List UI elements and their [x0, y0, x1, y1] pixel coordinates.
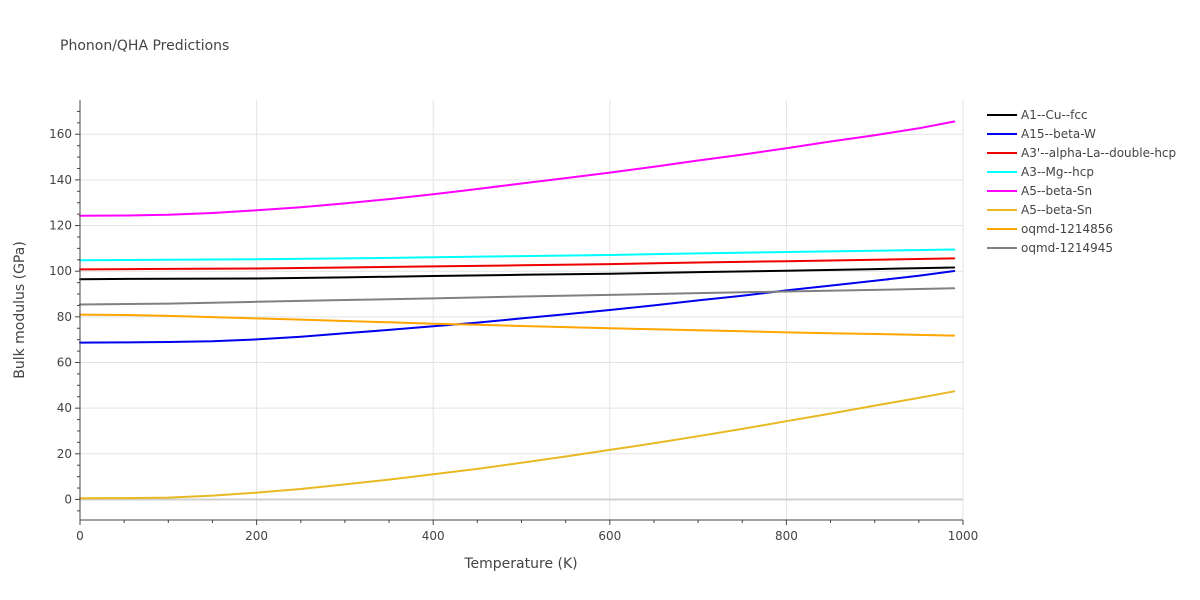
y-tick-label: 40	[57, 401, 72, 415]
y-axis-title: Bulk modulus (GPa)	[12, 241, 28, 379]
series-line-4	[79, 120, 956, 217]
legend-item[interactable]: oqmd-1214856	[987, 222, 1113, 236]
legend-label: oqmd-1214945	[1021, 241, 1113, 255]
series-line-2	[79, 257, 956, 271]
legend-item[interactable]: oqmd-1214945	[987, 241, 1113, 255]
x-tick-label: 600	[598, 529, 621, 543]
legend-item[interactable]: A15--beta-W	[987, 127, 1096, 141]
series-line-7	[79, 287, 956, 306]
legend-item[interactable]: A5--beta-Sn	[987, 203, 1092, 217]
legend-item[interactable]: A1--Cu--fcc	[987, 108, 1088, 122]
legend-label: A5--beta-Sn	[1021, 203, 1092, 217]
x-tick-label: 0	[76, 529, 84, 543]
y-tick-label: 160	[49, 127, 72, 141]
series-lines	[79, 120, 956, 500]
series-line-1	[79, 270, 956, 344]
x-tick-label: 200	[245, 529, 268, 543]
y-tick-label: 60	[57, 356, 72, 370]
series-line-5	[79, 390, 956, 500]
y-tick-label: 80	[57, 310, 72, 324]
legend-label: A5--beta-Sn	[1021, 184, 1092, 198]
legend-item[interactable]: A3--Mg--hcp	[987, 165, 1094, 179]
chart-title: Phonon/QHA Predictions	[60, 38, 229, 54]
legend-item[interactable]: A3'--alpha-La--double-hcp	[987, 146, 1176, 160]
y-tick-label: 0	[64, 492, 72, 506]
legend-label: A15--beta-W	[1021, 127, 1096, 141]
x-tick-label: 800	[775, 529, 798, 543]
gridlines	[80, 100, 964, 520]
x-tick-label: 1000	[948, 529, 979, 543]
legend-label: A3--Mg--hcp	[1021, 165, 1094, 179]
x-tick-label: 400	[422, 529, 445, 543]
legend-label: oqmd-1214856	[1021, 222, 1113, 236]
y-tick-label: 120	[49, 219, 72, 233]
legend-label: A3'--alpha-La--double-hcp	[1021, 146, 1176, 160]
legend: A1--Cu--fcc A15--beta-W A3'--alpha-La--dou…	[987, 108, 1176, 255]
y-tick-label: 100	[49, 264, 72, 278]
series-line-6	[79, 313, 956, 337]
y-tick-label: 140	[49, 173, 72, 187]
legend-label: A1--Cu--fcc	[1021, 108, 1088, 122]
series-line-0	[79, 266, 956, 281]
series-line-3	[79, 248, 956, 262]
legend-item[interactable]: A5--beta-Sn	[987, 184, 1092, 198]
axes: 0 200 400 600 800 1000 0 20 40 60 80 100 120 140 160	[49, 100, 978, 543]
x-axis-title: Temperature (K)	[463, 556, 577, 572]
y-tick-label: 20	[57, 447, 72, 461]
